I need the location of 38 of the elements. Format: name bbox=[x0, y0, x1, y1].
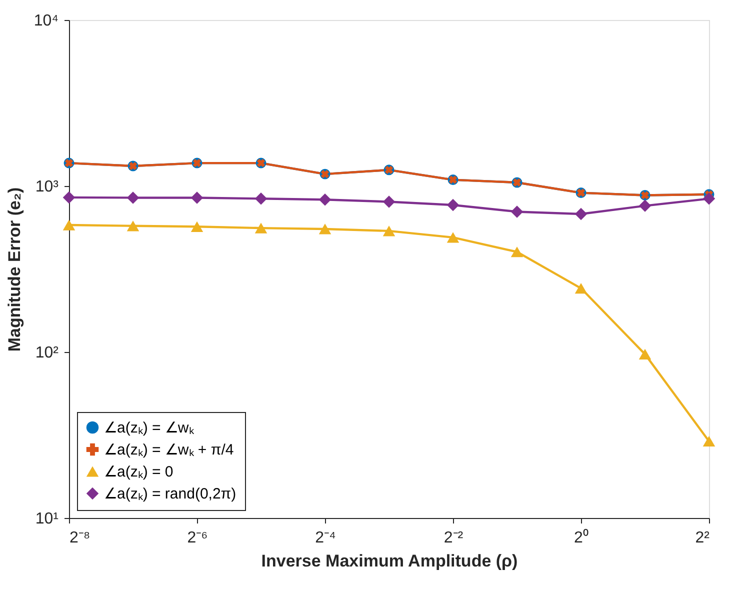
point bbox=[62, 191, 76, 204]
x-tick-label: 2² bbox=[695, 530, 710, 546]
point bbox=[638, 348, 652, 360]
point bbox=[446, 198, 460, 212]
point bbox=[190, 221, 204, 232]
y-tick-label: 10¹ bbox=[35, 510, 58, 528]
point bbox=[126, 192, 140, 204]
point bbox=[254, 192, 268, 205]
point bbox=[574, 208, 588, 220]
y-axis-title: Magnitude Error (e₂) bbox=[4, 187, 24, 352]
point bbox=[382, 196, 396, 208]
x-tick-label: 2⁻⁶ bbox=[187, 530, 208, 546]
point bbox=[574, 282, 588, 294]
point bbox=[62, 220, 76, 230]
legend-label: ∠a(zₖ) = ∠wₖ + π/4 bbox=[104, 442, 234, 458]
point bbox=[702, 192, 716, 205]
point bbox=[510, 246, 524, 258]
y-tick-label: 10² bbox=[35, 344, 60, 362]
point bbox=[446, 232, 460, 243]
point bbox=[702, 436, 716, 447]
y-tick-label: 10⁴ bbox=[34, 12, 59, 30]
legend-label: ∠a(zₖ) = ∠wₖ bbox=[104, 420, 195, 436]
point bbox=[126, 220, 140, 232]
x-tick-label: 2⁻⁸ bbox=[70, 530, 90, 546]
point bbox=[638, 200, 652, 212]
legend-label: ∠a(zₖ) = rand(0,2π) bbox=[104, 486, 236, 502]
legend-label: ∠a(zₖ) = 0 bbox=[104, 464, 174, 480]
x-tick-label: 2⁻⁴ bbox=[315, 530, 336, 546]
point bbox=[318, 224, 332, 234]
x-axis-title: Inverse Maximum Amplitude (ρ) bbox=[261, 552, 518, 570]
point bbox=[382, 226, 396, 236]
x-tick-label: 2⁻² bbox=[444, 530, 464, 546]
point bbox=[190, 192, 204, 204]
point bbox=[318, 193, 332, 206]
y-tick-label: 10³ bbox=[35, 178, 60, 196]
point bbox=[510, 206, 524, 218]
x-tick-label: 2⁰ bbox=[574, 528, 589, 546]
point bbox=[254, 222, 268, 234]
